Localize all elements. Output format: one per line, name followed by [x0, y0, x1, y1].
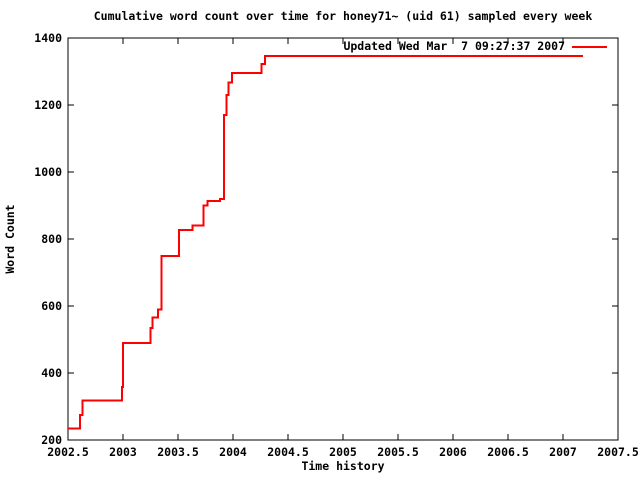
x-tick-label: 2005	[329, 445, 357, 459]
y-tick-label: 800	[41, 232, 62, 246]
y-tick-label: 1400	[34, 31, 62, 45]
chart-title: Cumulative word count over time for hone…	[93, 9, 593, 23]
y-tick-label: 200	[41, 433, 62, 447]
x-tick-label: 2002.5	[47, 445, 89, 459]
x-tick-label: 2004	[219, 445, 247, 459]
x-axis-label: Time history	[301, 459, 385, 473]
x-tick-label: 2005.5	[377, 445, 419, 459]
x-tick-label: 2006.5	[487, 445, 529, 459]
y-tick-label: 1200	[34, 98, 62, 112]
y-tick-label: 1000	[34, 165, 62, 179]
plot-border	[67, 37, 619, 441]
x-tick-label: 2004.5	[267, 445, 309, 459]
x-tick-label: 2003.5	[157, 445, 199, 459]
x-tick-label: 2007.5	[597, 445, 639, 459]
x-tick-label: 2006	[439, 445, 467, 459]
y-tick-label: 400	[41, 366, 62, 380]
x-tick-label: 2003	[109, 445, 137, 459]
y-tick-label: 600	[41, 299, 62, 313]
x-tick-label: 2007	[549, 445, 577, 459]
series-line-word-count	[68, 55, 583, 430]
legend-label: Updated Wed Mar 7 09:27:37 2007	[343, 39, 565, 53]
